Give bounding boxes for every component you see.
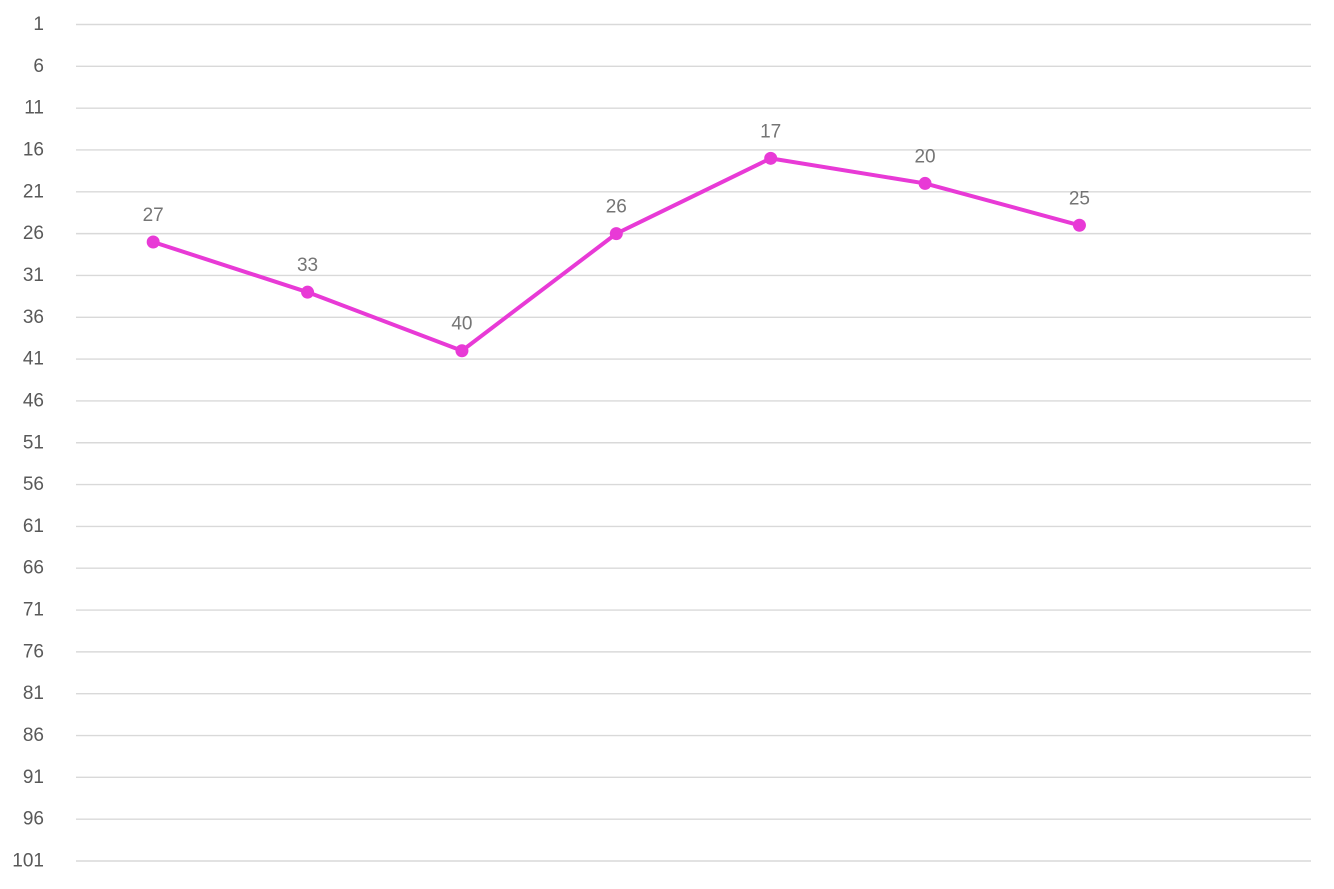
y-axis-tick-label: 31 <box>23 265 44 286</box>
data-point-label: 27 <box>143 205 164 226</box>
data-point-label: 40 <box>451 314 472 335</box>
y-axis-tick-label: 76 <box>23 641 44 662</box>
y-axis-tick-label: 86 <box>23 725 44 746</box>
data-point-marker <box>609 227 623 241</box>
series-line <box>151 156 1082 353</box>
data-point-label: 33 <box>297 255 318 276</box>
y-axis-tick-label: 36 <box>23 307 44 328</box>
y-axis-tick-label: 51 <box>23 432 44 453</box>
y-axis-tick-label: 16 <box>23 139 44 160</box>
y-axis-tick-label: 41 <box>23 349 44 370</box>
y-axis-tick-label: 91 <box>23 767 44 788</box>
y-axis-tick-label: 46 <box>23 390 44 411</box>
y-axis-tick-label: 101 <box>12 851 44 872</box>
y-axis-tick-label: 6 <box>33 56 44 77</box>
data-point-label: 26 <box>606 197 627 218</box>
data-point-marker <box>146 235 160 249</box>
data-point-label: 25 <box>1069 188 1090 209</box>
data-point-label: 17 <box>760 121 781 142</box>
y-axis-tick-label: 66 <box>23 558 44 579</box>
y-axis-tick-label: 71 <box>23 600 44 621</box>
data-point-marker <box>918 176 932 190</box>
data-point-label: 20 <box>914 146 935 167</box>
y-axis-tick-label: 21 <box>23 181 44 202</box>
data-point-marker <box>1072 218 1086 232</box>
y-axis-tick-label: 61 <box>23 516 44 537</box>
data-point-marker <box>301 285 315 299</box>
data-point-marker <box>455 344 469 358</box>
y-axis-tick-label: 81 <box>23 683 44 704</box>
data-point-marker <box>764 151 778 165</box>
y-axis-tick-label: 96 <box>23 809 44 830</box>
y-axis-tick-label: 26 <box>23 223 44 244</box>
y-axis-tick-label: 1 <box>33 14 44 35</box>
y-axis-tick-label: 56 <box>23 474 44 495</box>
y-axis-tick-label: 11 <box>24 98 44 119</box>
